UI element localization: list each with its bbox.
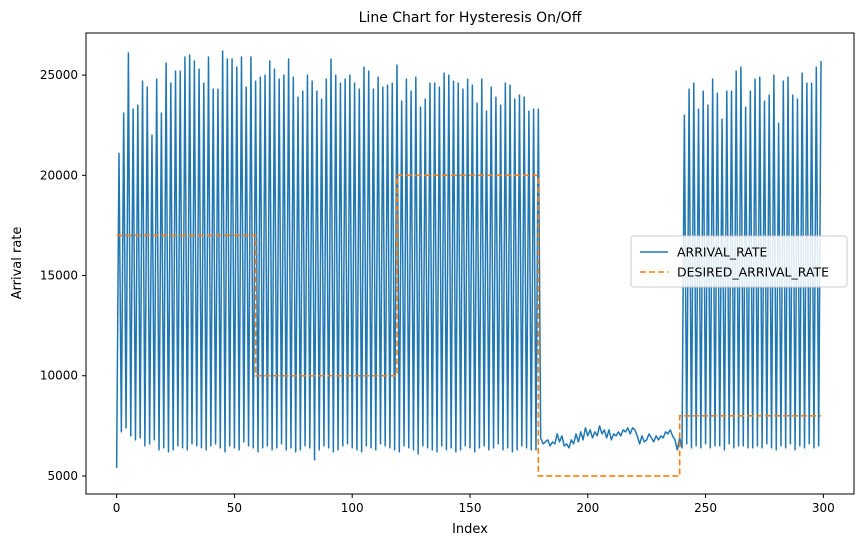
y-tick-label: 5000: [47, 469, 78, 483]
x-axis-label: Index: [452, 522, 488, 537]
y-axis-label: Arrival rate: [10, 227, 25, 300]
y-tick-label: 10000: [40, 369, 78, 383]
y-tick-label: 20000: [40, 168, 78, 182]
x-tick-label: 0: [113, 501, 121, 515]
legend-label-arrival-rate: ARRIVAL_RATE: [677, 245, 768, 260]
series-line-arrival-rate: [115, 50, 822, 468]
y-tick-label: 15000: [40, 269, 78, 283]
plot-area: [115, 50, 822, 477]
x-tick-label: 250: [694, 501, 717, 515]
x-tick-label: 200: [576, 501, 599, 515]
x-tick-label: 150: [459, 501, 482, 515]
x-tick-label: 100: [341, 501, 364, 515]
y-axis: 5000 10000 15000 20000 25000: [40, 68, 86, 483]
chart-title: Line Chart for Hysteresis On/Off: [359, 10, 582, 26]
legend-label-desired-arrival-rate: DESIRED_ARRIVAL_RATE: [677, 265, 829, 280]
legend: ARRIVAL_RATE DESIRED_ARRIVAL_RATE: [630, 235, 848, 288]
x-tick-label: 300: [812, 501, 835, 515]
x-axis: 0 50 100 150 200 250 300: [113, 494, 835, 515]
y-tick-label: 25000: [40, 68, 78, 82]
legend-box: [630, 235, 848, 288]
x-tick-label: 50: [227, 501, 242, 515]
series-line-desired-arrival-rate: [116, 174, 822, 477]
